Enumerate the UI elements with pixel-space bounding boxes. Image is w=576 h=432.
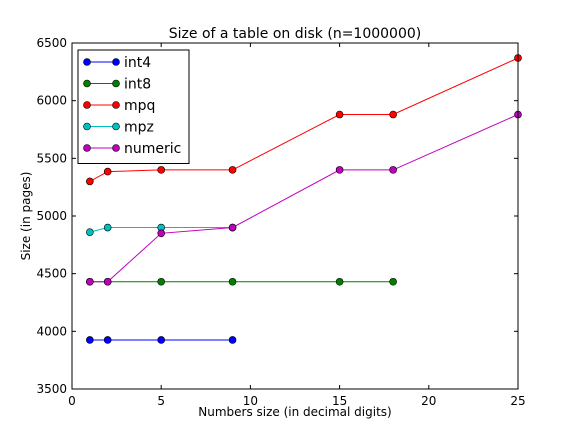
data-point-numeric	[103, 277, 112, 286]
legend-marker-mpz	[112, 122, 120, 131]
axes-frame	[71, 42, 519, 390]
data-point-int4	[86, 336, 94, 344]
legend-marker-int4	[83, 58, 91, 66]
x-axis-label: Numbers size (in decimal digits)	[198, 405, 391, 419]
data-point-int4	[157, 336, 165, 344]
legend-label-numeric: numeric	[124, 141, 181, 157]
data-point-mpq	[86, 177, 94, 186]
x-tick-label: 15	[332, 394, 347, 408]
y-tick-label: 5500	[36, 151, 67, 165]
x-tick-label: 20	[421, 394, 436, 408]
data-point-numeric	[389, 166, 397, 174]
y-tick-label: 6000	[36, 94, 67, 108]
data-point-int8	[157, 277, 165, 286]
legend-marker-int8	[83, 79, 91, 88]
data-point-mpq	[228, 166, 237, 174]
legend-marker-numeric	[112, 144, 120, 152]
y-tick-label: 3500	[36, 382, 67, 396]
legend-marker-mpz	[83, 122, 91, 131]
y-tick-label: 4500	[36, 267, 67, 281]
legend-label-int8: int8	[124, 77, 151, 93]
y-axis-label: Size (in pages)	[19, 172, 33, 261]
x-tick-label: 25	[510, 394, 525, 408]
data-point-mpq	[103, 167, 112, 176]
data-point-mpz	[86, 228, 94, 236]
data-point-mpq	[389, 110, 397, 119]
data-point-int4	[228, 336, 237, 344]
legend-label-mpz: mpz	[124, 120, 154, 136]
plot-area: 0 5 10 15 20 25 3500 4000 4500 5000 5500 6000 6500 in…	[36, 36, 525, 408]
data-point-numeric	[157, 229, 165, 238]
data-point-mpz	[103, 223, 112, 232]
data-point-int4	[103, 336, 112, 344]
x-tick-label: 0	[68, 394, 76, 408]
legend-box	[77, 49, 190, 164]
data-point-numeric	[228, 223, 237, 232]
legend-marker-mpq	[83, 101, 91, 109]
chart-title: Size of a table on disk (n=1000000)	[169, 26, 421, 42]
y-tick-label: 5000	[36, 209, 67, 223]
data-point-int8	[228, 277, 237, 286]
data-point-int8	[335, 277, 344, 286]
legend-label-int4: int4	[124, 55, 151, 71]
legend-marker-mpq	[112, 101, 120, 109]
x-tick-label: 5	[157, 394, 165, 408]
data-point-numeric	[86, 277, 94, 286]
legend-marker-numeric	[83, 144, 91, 152]
data-point-mpq	[157, 166, 165, 174]
legend-label-mpq: mpq	[124, 98, 155, 114]
y-tick-label: 6500	[36, 36, 67, 50]
legend-marker-int8	[112, 79, 120, 88]
y-tick-label: 4000	[36, 324, 67, 338]
data-point-int8	[389, 277, 397, 286]
data-point-numeric	[335, 166, 344, 174]
data-point-mpq	[335, 110, 344, 119]
x-tick-label: 10	[243, 394, 258, 408]
legend-marker-int4	[112, 58, 120, 66]
series-line-mpz	[89, 227, 233, 233]
